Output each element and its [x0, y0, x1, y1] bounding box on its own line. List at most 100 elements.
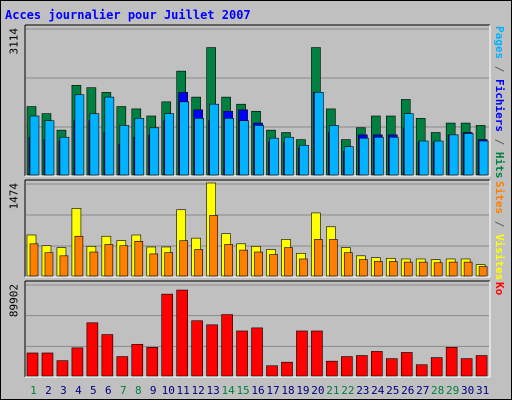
bar-sites [269, 254, 278, 277]
bar-pages [164, 113, 175, 176]
bar-kilobytes [445, 347, 458, 377]
panel-kilobytes-max-label: 89902 [8, 284, 21, 317]
bar-sites [224, 244, 233, 277]
bar-kilobytes [415, 364, 428, 377]
bar-sites [314, 239, 323, 277]
bar-sites [194, 249, 203, 277]
bar-sites [29, 243, 39, 277]
panel-kilobytes-legend-part: Ko [494, 282, 507, 296]
bar-kilobytes [326, 360, 338, 377]
bar-pages [74, 94, 85, 176]
bar-sites [104, 244, 114, 277]
bar-sites [403, 261, 413, 277]
bar-pages [224, 118, 234, 176]
bar-sites [89, 251, 99, 277]
bar-pages [89, 113, 100, 176]
bar-sites [374, 261, 383, 277]
day-label: 30 [461, 384, 474, 397]
bar-sites [478, 266, 488, 277]
day-label: 11 [177, 384, 190, 397]
bar-kilobytes [131, 343, 144, 377]
panel-pages-files-hits-legend-part: Pages [494, 26, 507, 59]
day-label: 18 [281, 384, 294, 397]
bar-sites [119, 245, 129, 277]
day-label: 4 [75, 384, 82, 397]
bar-kilobytes [191, 320, 203, 377]
day-label: 8 [135, 384, 142, 397]
bar-pages [179, 101, 189, 176]
panel-pages-files-hits-legend: Pages / Fichiers / Hits [494, 26, 507, 178]
day-label: 19 [296, 384, 309, 397]
bar-pages [104, 96, 115, 176]
chart-title: Acces journalier pour Juillet 2007 [5, 8, 251, 22]
day-label: 12 [192, 384, 205, 397]
bar-kilobytes [341, 356, 353, 377]
day-label: 29 [446, 384, 459, 397]
day-label: 21 [326, 384, 339, 397]
bar-pages [134, 118, 145, 176]
bar-kilobytes [101, 334, 114, 377]
bar-pages [149, 127, 160, 176]
bar-kilobytes [221, 314, 233, 377]
day-label: 28 [431, 384, 444, 397]
day-label: 5 [90, 384, 97, 397]
bar-kilobytes [296, 330, 308, 377]
day-label: 26 [401, 384, 414, 397]
day-label: 25 [386, 384, 399, 397]
bar-pages [344, 146, 354, 176]
panel-kilobytes-legend: Ko [494, 282, 507, 296]
day-label: 17 [266, 384, 279, 397]
bar-sites [59, 255, 69, 277]
bar-pages [448, 134, 459, 176]
bar-sites [418, 261, 428, 277]
bar-sites [179, 240, 188, 277]
bar-pages [29, 115, 40, 176]
bar-sites [44, 252, 54, 277]
bar-kilobytes [400, 352, 413, 377]
bar-pages [403, 113, 414, 176]
bar-sites [448, 261, 458, 277]
bar-kilobytes [116, 356, 129, 377]
bar-kilobytes [475, 355, 488, 377]
bar-sites [74, 235, 84, 277]
bar-sites [149, 253, 159, 277]
day-label: 2 [45, 384, 52, 397]
bar-kilobytes [26, 352, 39, 377]
day-label: 15 [236, 384, 249, 397]
bar-pages [194, 118, 204, 176]
bar-pages [209, 103, 219, 176]
bar-pages [59, 136, 70, 176]
panel-sites-visits-max-label: 1474 [8, 183, 21, 210]
bar-sites [299, 258, 308, 277]
bar-sites [359, 259, 368, 277]
panel-sites-visits-legend-part: Visites [494, 234, 507, 280]
day-label: 27 [416, 384, 429, 397]
bar-kilobytes [146, 347, 159, 377]
day-label: 16 [251, 384, 264, 397]
bar-pages [359, 137, 369, 176]
bar-kilobytes [41, 352, 54, 377]
bar-pages [418, 140, 429, 176]
day-label: 23 [356, 384, 369, 397]
bar-kilobytes [371, 351, 383, 377]
panel-pages-files-hits-max-label: 3114 [8, 28, 21, 55]
day-label: 31 [476, 384, 489, 397]
bar-kilobytes [460, 358, 473, 377]
bar-pages [478, 140, 489, 176]
bar-pages [314, 92, 324, 176]
bar-kilobytes [266, 365, 278, 377]
bar-pages [433, 140, 444, 176]
bar-pages [463, 133, 474, 176]
panel-pages-files-hits-legend-part: Fichiers [494, 79, 507, 132]
panel-sites-visits-legend-part: / [494, 214, 507, 234]
day-label: 3 [60, 384, 67, 397]
bar-pages [254, 125, 264, 176]
bar-sites [209, 215, 218, 277]
bar-sites [254, 251, 263, 277]
day-label: 6 [105, 384, 112, 397]
panel-sites-visits-legend: Sites / Visites [494, 181, 507, 280]
bar-kilobytes [86, 322, 99, 377]
bar-sites [388, 261, 398, 277]
bar-sites [284, 247, 293, 277]
